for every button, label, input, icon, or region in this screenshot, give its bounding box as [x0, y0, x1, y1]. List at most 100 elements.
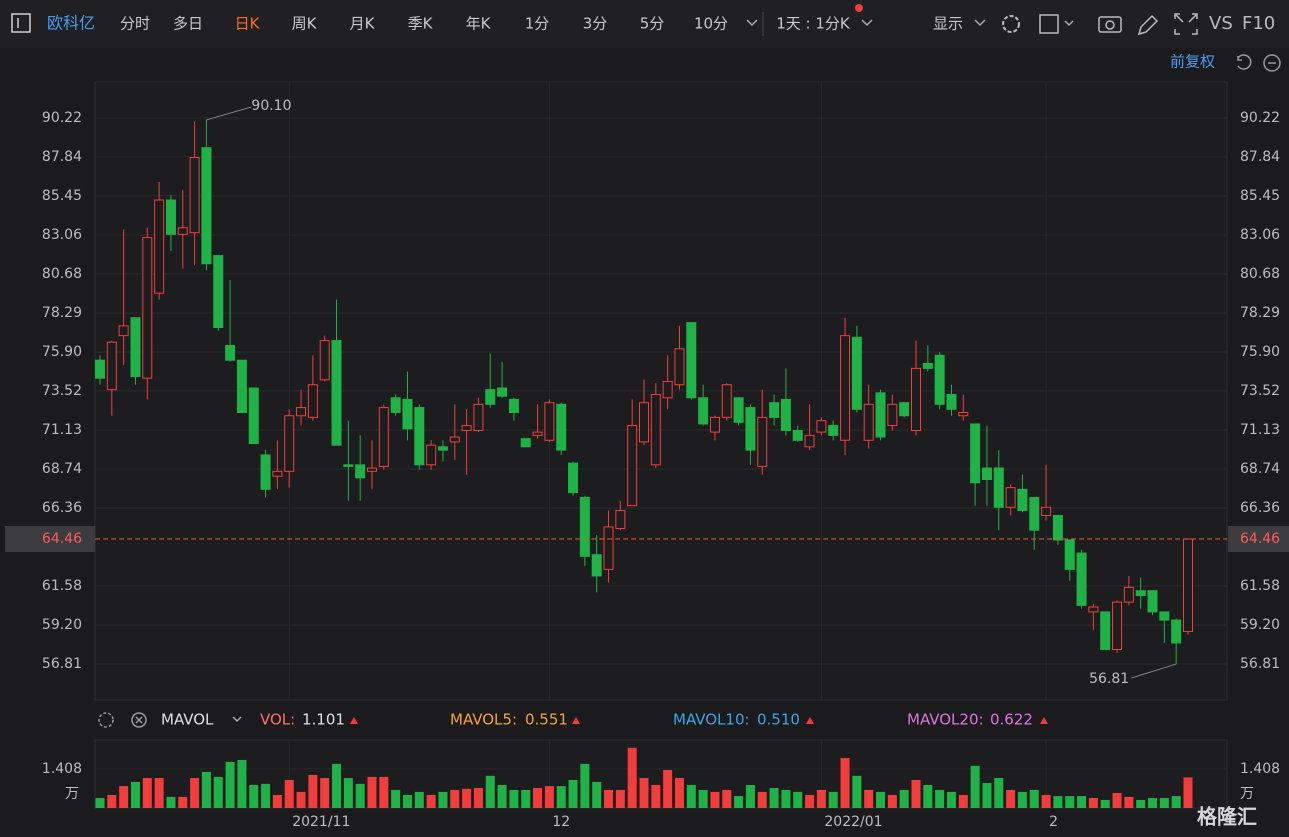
volume-bar	[107, 794, 117, 808]
display-menu[interactable]: 显示	[933, 15, 963, 33]
candle-body	[603, 526, 614, 570]
volume-bar	[1100, 799, 1110, 808]
indicator-name[interactable]: MAVOL	[161, 711, 214, 729]
volume-legend-value: 0.551	[525, 711, 568, 729]
trend-arrow	[572, 717, 580, 724]
volume-bar	[710, 791, 720, 808]
candle-body	[142, 237, 153, 379]
candle-body	[804, 434, 815, 448]
volume-bar	[521, 789, 531, 808]
candle-body	[946, 394, 957, 410]
period-tab[interactable]: 1分	[525, 15, 550, 33]
volume-bar	[556, 786, 566, 808]
volume-bar	[272, 794, 282, 808]
stock-name[interactable]: 欧科亿	[47, 14, 95, 33]
volume-bar	[828, 791, 838, 808]
sidebar-icon[interactable]	[11, 13, 31, 33]
annotation-leader	[1131, 663, 1177, 679]
volume-bar	[852, 775, 862, 808]
pencil-icon[interactable]	[1137, 14, 1159, 36]
candle-body	[165, 199, 176, 235]
display-chevron	[974, 19, 986, 27]
period-tab[interactable]: 分时	[120, 15, 150, 33]
annotation-leader	[206, 106, 252, 121]
candle-body	[225, 344, 236, 361]
candle-body	[426, 444, 437, 466]
candle-body	[177, 227, 188, 235]
period-tab[interactable]: 日K	[235, 15, 261, 33]
y-tick-label: 66.36	[42, 500, 82, 516]
period-chevron	[861, 19, 873, 27]
volume-bar	[533, 788, 543, 808]
period-tab[interactable]: 多日	[173, 15, 203, 33]
candle-body	[733, 397, 744, 423]
x-tick-label: 2021/11	[292, 814, 350, 830]
candle-body	[851, 336, 862, 410]
volume-bar	[308, 774, 318, 808]
collapse-icon[interactable]	[1263, 54, 1281, 72]
settings-icon[interactable]	[1002, 15, 1020, 33]
y-tick-label: 83.06	[42, 227, 82, 243]
indicator-chevron[interactable]	[232, 716, 242, 723]
period-tab[interactable]: 年K	[466, 15, 492, 33]
volume-bar	[911, 779, 921, 808]
candle-body	[828, 425, 839, 436]
box-icon[interactable]	[1039, 14, 1059, 34]
candle-body	[1135, 590, 1146, 597]
volume-close-icon[interactable]	[131, 712, 147, 728]
y-tick-label: 59.20	[42, 617, 82, 633]
vs-button[interactable]: VS	[1209, 13, 1233, 34]
period-tab[interactable]: 月K	[350, 15, 376, 33]
candle-body	[922, 362, 933, 369]
volume-bar	[379, 776, 389, 808]
camera-icon[interactable]	[1098, 16, 1122, 33]
volume-bar	[793, 791, 803, 808]
candle-body	[769, 402, 780, 418]
y-tick-label-right: 87.84	[1240, 149, 1280, 165]
candle-body	[201, 147, 212, 265]
y-tick-label-right: 80.68	[1240, 266, 1280, 282]
volume-bar	[958, 794, 968, 808]
fullscreen-icon[interactable]	[1174, 13, 1198, 35]
period-tab[interactable]: 周K	[292, 15, 318, 33]
period-tab[interactable]: 10分	[694, 15, 728, 33]
volume-bar	[745, 784, 755, 808]
period-tab[interactable]: 3分	[583, 15, 608, 33]
y-tick-label: 56.81	[42, 656, 82, 672]
volume-bar	[402, 794, 412, 808]
y-tick-label-right: 68.74	[1240, 461, 1280, 477]
adjust-mode[interactable]: 前复权	[1170, 53, 1215, 71]
volume-bar	[876, 791, 886, 808]
x-tick-label: 12	[552, 814, 570, 830]
volume-bar	[769, 788, 779, 808]
candle-body	[899, 402, 910, 417]
candle-body	[544, 402, 555, 441]
y-tick-label: 90.22	[42, 110, 82, 126]
volume-bar	[1006, 789, 1016, 808]
reset-icon[interactable]	[1237, 54, 1252, 70]
volume-tick-label: 1.408	[42, 761, 82, 777]
y-tick-label: 75.90	[42, 344, 82, 360]
candle-body	[757, 416, 768, 467]
candle-body	[485, 389, 496, 405]
volume-bar	[343, 778, 353, 808]
volume-unit: 万	[65, 786, 79, 802]
volume-tick-label-right: 1.408	[1240, 761, 1280, 777]
period-select[interactable]: 1天 : 1分K	[776, 15, 851, 33]
candle-body	[378, 407, 389, 467]
period-tab[interactable]: 季K	[408, 15, 434, 33]
candle-body	[189, 157, 200, 234]
more-chevron[interactable]	[746, 19, 758, 27]
f10-button[interactable]: F10	[1242, 13, 1275, 34]
y-tick-label: 71.13	[42, 422, 82, 438]
y-tick-label: 87.84	[42, 149, 82, 165]
y-tick-label-right: 71.13	[1240, 422, 1280, 438]
volume-bar	[438, 791, 448, 808]
volume-settings-icon[interactable]	[98, 712, 114, 728]
volume-bar	[840, 758, 850, 808]
volume-bar	[627, 747, 637, 808]
period-tab[interactable]: 5分	[640, 15, 665, 33]
volume-bar	[485, 775, 495, 808]
candle-body	[650, 394, 661, 466]
volume-bar	[816, 789, 826, 808]
